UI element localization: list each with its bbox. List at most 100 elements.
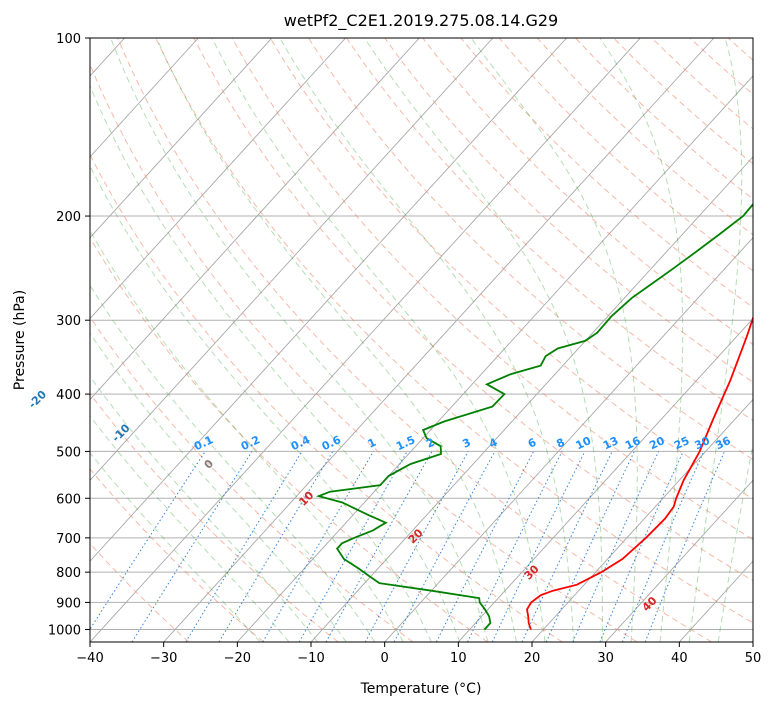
- moist-adiabat-line: [90, 452, 261, 642]
- dry-adiabat-label: 40: [640, 594, 660, 614]
- isotherm-line: [163, 38, 715, 642]
- dry-adiabat-line: [90, 153, 563, 642]
- temperature-profile-line: [526, 315, 753, 630]
- isotherm-line: [752, 641, 753, 642]
- moist-adiabat-line: [90, 332, 347, 642]
- isotherm-line: [531, 398, 753, 642]
- isotherm-line: [384, 237, 753, 642]
- moist-adiabat-line: [90, 284, 376, 642]
- x-tick-label: −10: [297, 651, 324, 666]
- dry-adiabat-line: [193, 38, 753, 582]
- mixing-ratio-line: [545, 451, 635, 642]
- isotherm-line: [90, 38, 494, 481]
- mixing-ratio-label: 4: [487, 436, 500, 451]
- mixing-ratio-line: [621, 451, 705, 642]
- y-tick-label: 1000: [48, 623, 81, 638]
- isotherm-line: [457, 317, 753, 642]
- x-tick-label: −30: [150, 651, 177, 666]
- moist-adiabat-line: [717, 441, 753, 642]
- mixing-ratio-line: [364, 451, 469, 642]
- mixing-ratio-line: [644, 451, 725, 642]
- isotherm-line: [90, 38, 199, 158]
- x-tick-label: 40: [671, 651, 688, 666]
- mixing-ratio-line: [435, 451, 535, 642]
- mixing-ratio-label: 36: [713, 434, 733, 452]
- dry-adiabat-line: [460, 38, 753, 309]
- dry-adiabat-label: 30: [522, 562, 542, 582]
- dry-adiabat-line: [90, 542, 190, 642]
- mixing-ratio-label: 30: [693, 434, 713, 452]
- mixing-ratio-label: 0.1: [192, 433, 215, 453]
- y-tick-label: 100: [56, 32, 81, 47]
- dry-adiabat-line: [384, 38, 753, 383]
- dry-adiabat-line: [269, 38, 753, 500]
- dry-adiabat-label: -10: [109, 421, 132, 444]
- mixing-ratio-label: 0.6: [320, 433, 343, 453]
- isotherm-line: [90, 38, 346, 320]
- mixing-ratio-line: [218, 451, 334, 642]
- y-tick-label: 200: [56, 210, 81, 225]
- dry-adiabat-line: [651, 38, 753, 130]
- x-tick-label: −20: [224, 651, 251, 666]
- mixing-ratio-label: 1.5: [394, 433, 417, 453]
- plot-frame: [89, 37, 754, 643]
- moist-adiabat-line: [688, 38, 743, 642]
- moist-adiabat-line: [90, 164, 432, 642]
- y-tick-label: 400: [56, 388, 81, 403]
- dry-adiabat-label: 20: [406, 526, 426, 546]
- moist-adiabat-line: [211, 38, 546, 642]
- mixing-ratio-line: [572, 451, 660, 642]
- mixing-ratio-line: [393, 451, 496, 642]
- x-tick-label: 10: [450, 651, 467, 666]
- dry-adiabat-line: [766, 38, 775, 642]
- y-tick-label: 500: [56, 445, 81, 460]
- x-axis-label: Temperature (°C): [360, 681, 482, 697]
- x-tick-label: 30: [597, 651, 614, 666]
- mixing-ratio-line: [185, 451, 303, 642]
- x-tick-label: 50: [745, 651, 762, 666]
- dry-adiabat-line: [689, 38, 753, 95]
- moist-adiabat-line: [279, 38, 575, 642]
- x-tick-label: 0: [381, 651, 389, 666]
- dry-adiabat-line: [346, 38, 753, 422]
- isotherm-line: [605, 479, 753, 642]
- y-tick-label: 800: [56, 566, 81, 581]
- moist-adiabat-line: [599, 38, 684, 642]
- mixing-ratio-line: [90, 451, 206, 631]
- mixing-ratio-label: 20: [647, 434, 667, 452]
- isotherm-line: [90, 38, 420, 401]
- dry-adiabat-line: [422, 38, 753, 346]
- chart-title: wetPf2_C2E1.2019.275.08.14.G29: [284, 11, 558, 31]
- mixing-ratio-line: [599, 451, 684, 642]
- moist-adiabat-line: [90, 84, 461, 642]
- dry-adiabat-line: [90, 468, 264, 642]
- mixing-ratio-line: [131, 451, 253, 642]
- y-axis-label: Pressure (hPa): [12, 290, 28, 390]
- mixing-ratio-label: 25: [672, 434, 691, 452]
- dry-adiabat-line: [536, 38, 753, 236]
- y-tick-label: 600: [56, 492, 81, 507]
- dry-adiabat-line: [155, 38, 753, 624]
- dry-adiabat-line: [117, 38, 712, 642]
- moist-adiabat-line: [470, 38, 638, 642]
- moist-adiabat-line: [110, 38, 489, 642]
- mixing-ratio-line: [467, 451, 563, 642]
- moist-adiabat-line: [90, 229, 404, 642]
- isotherm-line: [90, 38, 641, 642]
- y-tick-label: 300: [56, 314, 81, 329]
- mixing-ratio-label: 3: [460, 436, 472, 451]
- mixing-ratio-label: 0.4: [289, 433, 312, 453]
- isotherm-line: [236, 75, 753, 642]
- mixing-ratio-label: 13: [601, 434, 620, 452]
- x-tick-label: 20: [524, 651, 541, 666]
- isotherm-line: [90, 38, 567, 562]
- dry-adiabat-line: [231, 38, 753, 541]
- mixing-ratio-line: [298, 451, 408, 642]
- mixing-ratio-label: 6: [526, 436, 539, 451]
- dry-adiabat-line: [307, 38, 753, 461]
- isotherm-line: [90, 38, 273, 239]
- moist-adiabat-line: [90, 375, 319, 642]
- mixing-ratio-line: [491, 451, 586, 642]
- mixing-ratio-label: 10: [574, 434, 594, 452]
